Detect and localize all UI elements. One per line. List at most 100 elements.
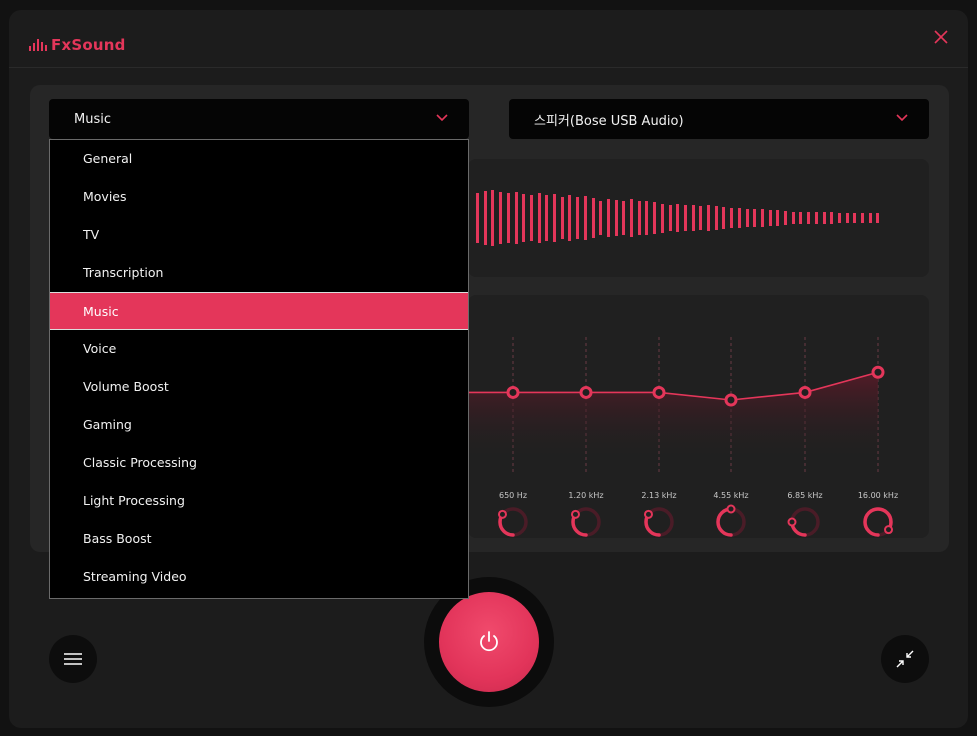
eq-band-handle[interactable]: [871, 365, 885, 379]
visualizer-bar: [822, 212, 826, 224]
visualizer-bar: [591, 197, 595, 239]
preset-option[interactable]: Streaming Video: [83, 569, 187, 584]
preset-dropdown-list: General Movies TV Transcription Music Vo…: [49, 139, 469, 599]
visualizer-bar: [614, 200, 618, 236]
eq-band-handle[interactable]: [724, 393, 738, 407]
eq-curve-fill: [468, 372, 878, 463]
preset-option[interactable]: TV: [83, 227, 100, 242]
preset-select[interactable]: Music: [49, 99, 469, 139]
eq-band-knob[interactable]: [787, 504, 823, 540]
visualizer-bar: [660, 203, 664, 233]
visualizer-bar: [745, 208, 749, 228]
visualizer-bar: [799, 211, 803, 225]
visualizer-bar: [830, 212, 834, 224]
visualizer-bar: [784, 211, 787, 225]
visualizer-bars: [468, 189, 880, 247]
eq-band-label: 16.00 kHz: [857, 491, 899, 500]
visualizer-bar: [630, 199, 633, 237]
eq-band-label: 2.13 kHz: [641, 491, 677, 500]
visualizer-bar: [861, 213, 864, 223]
minimize-view-button[interactable]: [881, 635, 929, 683]
visualizer-bar: [837, 212, 841, 224]
visualizer-bar: [560, 196, 564, 240]
eq-band-knob[interactable]: [641, 504, 677, 540]
visualizer-bar: [522, 193, 526, 243]
audio-visualizer: [468, 159, 929, 277]
visualizer-bar: [545, 195, 549, 241]
app-logo: FxSound: [29, 36, 126, 54]
eq-band-label: 6.85 kHz: [787, 491, 823, 500]
visualizer-bar: [568, 194, 572, 242]
output-device-select[interactable]: 스피커(Bose USB Audio): [509, 99, 929, 139]
eq-band-knob[interactable]: [713, 504, 749, 540]
close-button[interactable]: [932, 28, 950, 46]
visualizer-bar: [853, 212, 857, 224]
eq-curve-graph: [468, 337, 885, 475]
eq-band-label: 650 Hz: [498, 491, 528, 500]
preset-option[interactable]: Voice: [83, 341, 117, 356]
visualizer-bar: [868, 213, 872, 223]
visualizer-bar: [653, 201, 657, 235]
app-name: FxSound: [51, 36, 126, 54]
eq-band-handle[interactable]: [652, 385, 666, 399]
eq-band-handle[interactable]: [798, 385, 812, 399]
hamburger-menu-icon: [64, 653, 82, 665]
visualizer-bar: [807, 211, 811, 225]
chevron-down-icon: [896, 114, 908, 122]
visualizer-bar: [760, 209, 764, 227]
equalizer-panel: 650 Hz 1.20 kHz 2.13 kHz 4.55 kHz 6.85 kHz 16…: [468, 295, 929, 538]
preset-option[interactable]: Volume Boost: [83, 379, 169, 394]
eq-band-knob[interactable]: [495, 504, 531, 540]
visualizer-bar: [599, 200, 603, 236]
visualizer-bar: [583, 195, 587, 241]
preset-option[interactable]: Bass Boost: [83, 531, 152, 546]
visualizer-bar: [491, 190, 495, 246]
power-icon: [480, 631, 498, 652]
visualizer-bar: [499, 191, 503, 245]
visualizer-bar: [476, 193, 479, 243]
app-window: FxSound 스피커(Bose USB Audio) 650 Hz 1.20 k…: [9, 10, 968, 728]
visualizer-bar: [514, 192, 518, 244]
chevron-down-icon: [436, 114, 448, 122]
visualizer-bar: [483, 191, 487, 245]
eq-band-handle[interactable]: [579, 385, 593, 399]
eq-band-handle[interactable]: [506, 385, 520, 399]
preset-option[interactable]: Gaming: [83, 417, 132, 432]
logo-bars-icon: [29, 39, 47, 51]
preset-select-value: Music: [74, 111, 111, 127]
visualizer-bar: [553, 194, 556, 242]
eq-band-label: 1.20 kHz: [568, 491, 604, 500]
output-device-value: 스피커(Bose USB Audio): [534, 113, 684, 129]
preset-option[interactable]: General: [83, 151, 133, 166]
visualizer-bar: [668, 204, 672, 232]
visualizer-bar: [506, 193, 510, 243]
visualizer-bar: [768, 209, 772, 227]
visualizer-bar: [876, 213, 880, 223]
visualizer-bar: [637, 201, 641, 235]
eq-band-knob[interactable]: [568, 504, 604, 540]
visualizer-bar: [576, 197, 580, 239]
visualizer-bar: [753, 209, 757, 227]
preset-option[interactable]: Transcription: [83, 265, 164, 280]
preset-option[interactable]: Movies: [83, 189, 127, 204]
preset-option-selected[interactable]: Music: [50, 292, 468, 330]
visualizer-bar: [691, 204, 695, 232]
visualizer-bar: [676, 204, 680, 232]
visualizer-bar: [606, 199, 610, 237]
visualizer-bar: [714, 205, 718, 231]
visualizer-bar: [699, 205, 703, 231]
eq-band-knob[interactable]: [860, 504, 896, 540]
visualizer-bar: [814, 212, 818, 224]
visualizer-bar: [622, 200, 626, 236]
preset-option[interactable]: Classic Processing: [83, 455, 197, 470]
title-bar: FxSound: [9, 10, 968, 68]
visualizer-bar: [845, 212, 849, 224]
visualizer-bar: [537, 193, 541, 243]
menu-button[interactable]: [49, 635, 97, 683]
visualizer-bar: [707, 205, 710, 231]
visualizer-bar: [645, 200, 649, 236]
collapse-arrows-icon: [896, 650, 914, 668]
power-button[interactable]: [439, 592, 539, 692]
close-icon: [934, 30, 948, 44]
preset-option[interactable]: Light Processing: [83, 493, 185, 508]
